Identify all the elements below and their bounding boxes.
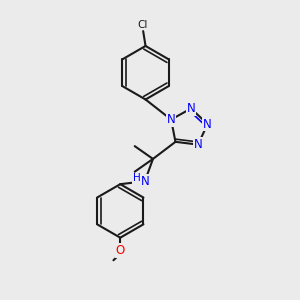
Text: N: N [140, 175, 149, 188]
Text: N: N [194, 138, 202, 151]
Text: N: N [203, 118, 212, 130]
Text: Cl: Cl [137, 20, 148, 30]
Text: N: N [187, 102, 195, 115]
Text: O: O [116, 244, 125, 257]
Text: N: N [167, 113, 176, 126]
Text: H: H [133, 173, 140, 183]
